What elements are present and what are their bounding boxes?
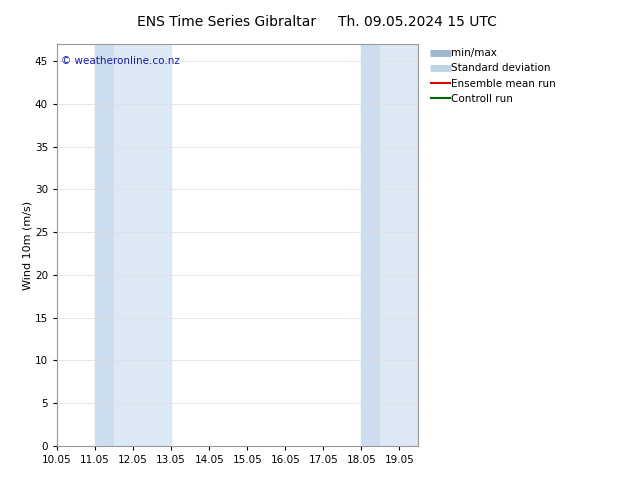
Bar bbox=[114, 44, 171, 446]
Bar bbox=[95, 44, 114, 446]
Legend: min/max, Standard deviation, Ensemble mean run, Controll run: min/max, Standard deviation, Ensemble me… bbox=[425, 44, 565, 108]
Bar bbox=[380, 44, 418, 446]
Text: ENS Time Series Gibraltar     Th. 09.05.2024 15 UTC: ENS Time Series Gibraltar Th. 09.05.2024… bbox=[137, 15, 497, 29]
Y-axis label: Wind 10m (m/s): Wind 10m (m/s) bbox=[22, 200, 32, 290]
Text: © weatheronline.co.nz: © weatheronline.co.nz bbox=[61, 56, 179, 66]
Bar bbox=[361, 44, 380, 446]
